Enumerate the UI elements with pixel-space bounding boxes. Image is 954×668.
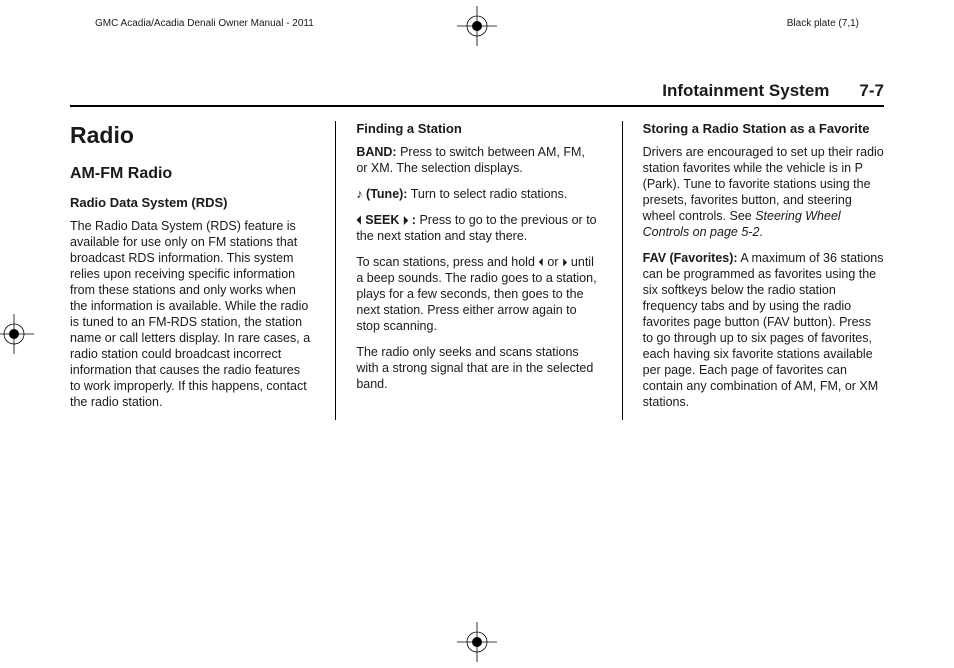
seek-label: SEEK [362,213,403,227]
paragraph-scan: To scan stations, press and hold or unti… [356,254,597,334]
fav-setup-b: . [759,225,762,239]
heading-storing-favorite: Storing a Radio Station as a Favorite [643,121,884,138]
tune-label: (Tune): [363,187,408,201]
column-1: Radio AM-FM Radio Radio Data System (RDS… [70,121,311,420]
paragraph-tune: (Tune): Turn to select radio stations. [356,186,597,202]
tune-text: Turn to select radio stations. [407,187,567,201]
paragraph-band: BAND: Press to switch between AM, FM, or… [356,144,597,176]
fav-label: FAV (Favorites): [643,251,738,265]
page-number: 7-7 [859,81,884,101]
paragraph-favorites-setup: Drivers are encouraged to set up their r… [643,144,884,240]
registration-mark-left [0,314,34,354]
plate-info: Black plate (7,1) [787,18,859,29]
registration-mark-bottom [457,622,497,662]
column-3: Storing a Radio Station as a Favorite Dr… [622,121,884,420]
section-title: Infotainment System [662,81,829,101]
paragraph-fav: FAV (Favorites): A maximum of 36 station… [643,250,884,410]
manual-title: GMC Acadia/Acadia Denali Owner Manual - … [95,18,314,29]
fav-text: A maximum of 36 stations can be programm… [643,251,884,409]
heading-amfm: AM-FM Radio [70,164,311,184]
heading-rds: Radio Data System (RDS) [70,195,311,212]
content-columns: Radio AM-FM Radio Radio Data System (RDS… [70,121,884,420]
heading-finding-station: Finding a Station [356,121,597,138]
registration-mark-top [457,6,497,46]
paragraph-rds: The Radio Data System (RDS) feature is a… [70,218,311,410]
seek-colon: : [408,213,416,227]
seek-label-group: SEEK : [356,213,416,227]
column-2: Finding a Station BAND: Press to switch … [335,121,597,420]
band-label: BAND: [356,145,396,159]
paragraph-seek: SEEK : Press to go to the previous or to… [356,212,597,244]
scan-or: or [544,255,562,269]
tune-icon-label: (Tune): [356,187,407,201]
heading-radio: Radio [70,121,311,150]
scan-text-1: To scan stations, press and hold [356,255,538,269]
paragraph-strong-signal: The radio only seeks and scans stations … [356,344,597,392]
